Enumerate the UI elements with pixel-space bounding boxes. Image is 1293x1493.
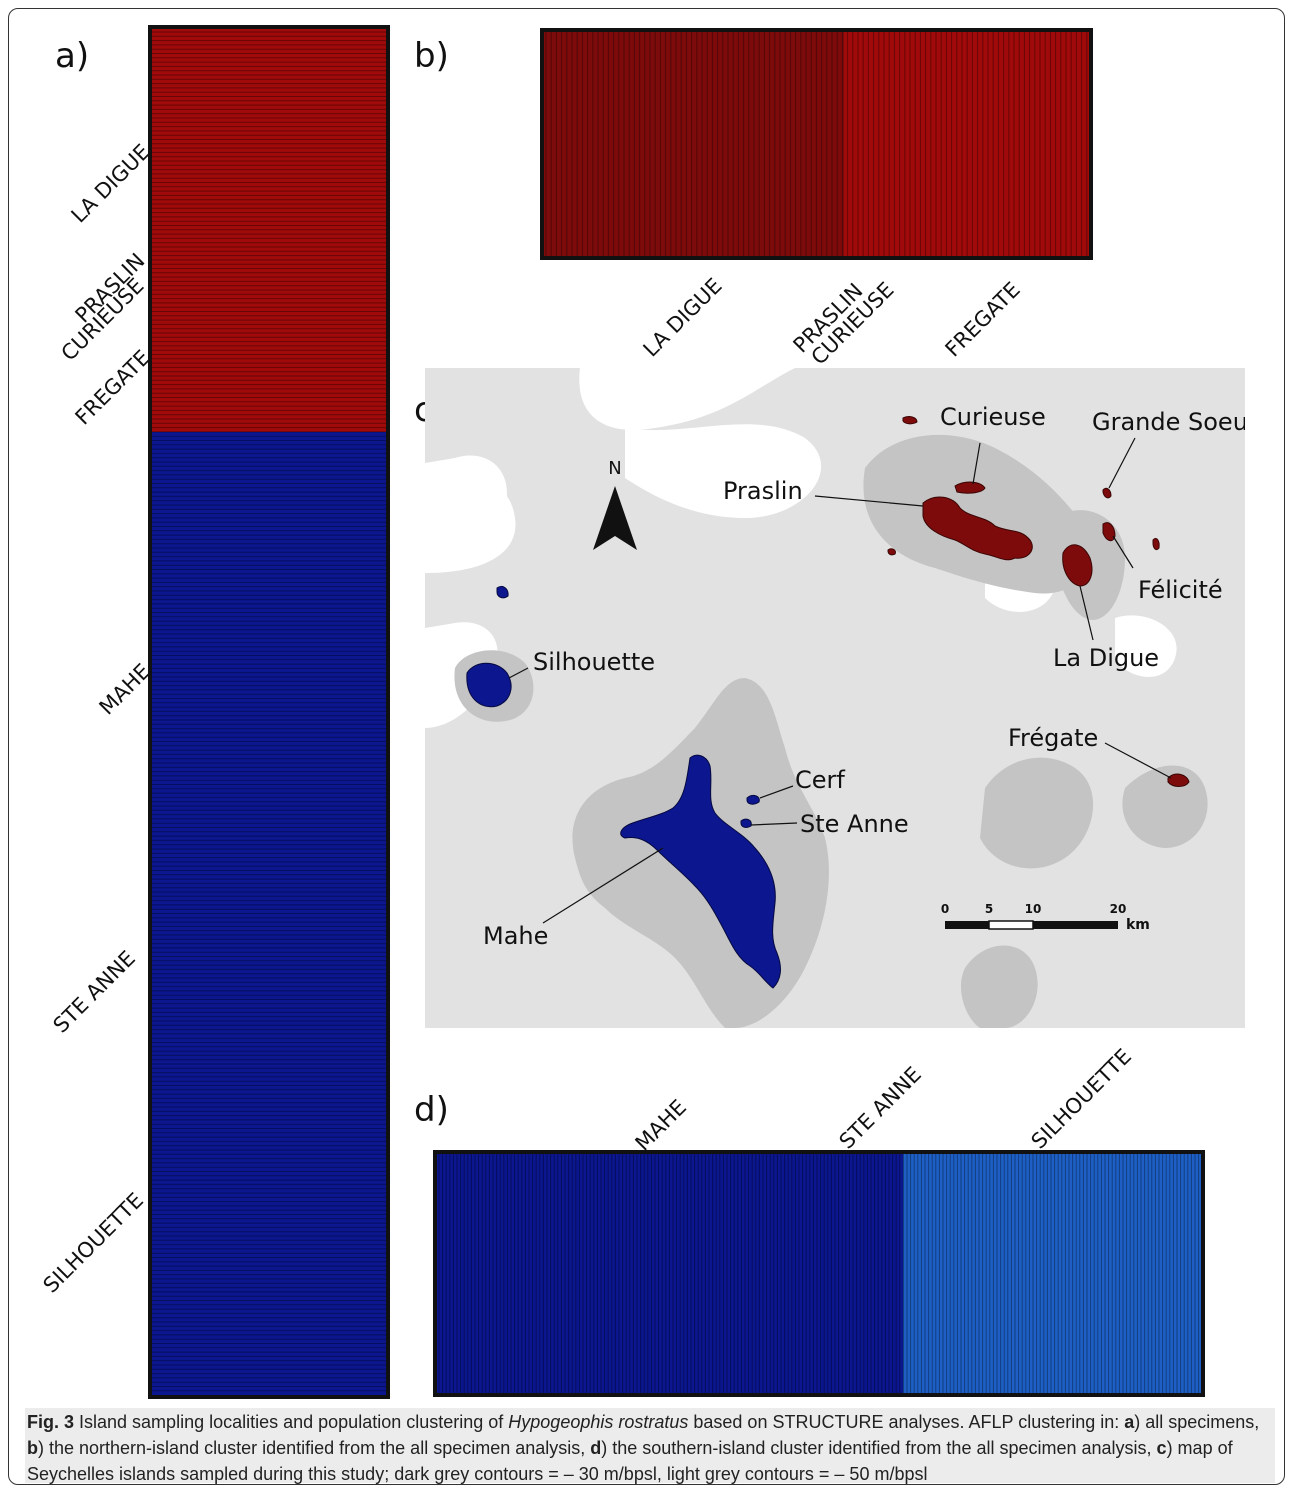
island-ste-anne bbox=[740, 818, 752, 828]
label-curieuse: Curieuse bbox=[940, 403, 1046, 431]
panel-b-segment-la-digue-praslin bbox=[544, 32, 844, 256]
island-praslin bbox=[922, 496, 1033, 561]
leader-felicite bbox=[1112, 535, 1134, 569]
panel-a-south-cluster bbox=[152, 431, 386, 1396]
caption-a: a bbox=[1124, 1412, 1135, 1432]
island-aride bbox=[902, 416, 918, 425]
leader-grande-soeur bbox=[1108, 437, 1136, 489]
north-arrow: N bbox=[593, 458, 637, 550]
leader-silhouette bbox=[508, 667, 529, 679]
label-grande-soeur: Grande Soeur bbox=[1092, 408, 1245, 436]
label-mahe: Mahe bbox=[483, 922, 548, 950]
north-arrow-label: N bbox=[608, 458, 621, 479]
scale-bar: 0 5 10 20 km bbox=[941, 902, 1150, 933]
label-silhouette: Silhouette bbox=[533, 648, 655, 676]
leader-fregate bbox=[1104, 742, 1172, 779]
label-cerf: Cerf bbox=[795, 766, 845, 794]
leader-ste-anne bbox=[750, 822, 798, 826]
label-ste-anne: Ste Anne bbox=[800, 810, 909, 838]
scale-tick-10: 10 bbox=[1025, 902, 1042, 916]
label-praslin: Praslin bbox=[723, 477, 803, 505]
leader-mahe bbox=[542, 847, 664, 924]
island-cousin bbox=[887, 548, 896, 556]
panel-d-structure-bar bbox=[433, 1150, 1205, 1397]
seychelles-map: N Curieuse Grande Soeur Praslin Félicité… bbox=[425, 368, 1245, 1028]
island-silhouette bbox=[466, 662, 512, 708]
panel-d-segment-silhouette bbox=[903, 1154, 1201, 1393]
panel-d-stripes bbox=[438, 1154, 1200, 1393]
panel-d-label: d) bbox=[414, 1090, 449, 1130]
caption-species: Hypogeophis rostratus bbox=[508, 1412, 689, 1432]
caption-c: c bbox=[1156, 1438, 1167, 1458]
caption-text-1: Island sampling localities and populatio… bbox=[74, 1412, 509, 1432]
island-grande-soeur bbox=[1102, 487, 1112, 499]
caption-text-4: ) the northern-island cluster identified… bbox=[38, 1438, 591, 1458]
label-felicite: Félicité bbox=[1138, 576, 1223, 604]
island-la-digue bbox=[1062, 544, 1093, 587]
leader-curieuse bbox=[972, 442, 981, 485]
scale-tick-20: 20 bbox=[1110, 902, 1127, 916]
label-fregate: Frégate bbox=[1008, 724, 1098, 752]
caption-b: b bbox=[27, 1438, 38, 1458]
dark-grey-contour-east bbox=[960, 757, 1208, 1028]
caption-fig-label: Fig. 3 bbox=[27, 1412, 75, 1432]
north-islands bbox=[887, 416, 1190, 787]
panel-a-north-cluster bbox=[152, 29, 386, 432]
panel-b-segment-fregate bbox=[843, 32, 1089, 256]
figure-caption: Fig. 3 Island sampling localities and po… bbox=[25, 1408, 1275, 1484]
panel-b-label: b) bbox=[414, 36, 449, 76]
island-cerf bbox=[746, 794, 760, 805]
scale-unit: km bbox=[1126, 917, 1150, 933]
panel-a-label: a) bbox=[55, 36, 90, 76]
caption-text-3: ) all specimens, bbox=[1134, 1412, 1260, 1432]
scale-tick-5: 5 bbox=[985, 902, 993, 916]
island-north-island bbox=[496, 585, 509, 599]
island-fregate bbox=[1167, 773, 1190, 787]
figure-frame bbox=[8, 8, 1285, 1485]
caption-d: d bbox=[590, 1438, 602, 1458]
panel-a-stripes bbox=[152, 31, 386, 1392]
caption-text-6: ) map of Seychelles islands sampled duri… bbox=[27, 1438, 1233, 1484]
panel-b-stripes bbox=[545, 32, 1088, 256]
panel-a-structure-bar bbox=[148, 25, 390, 1399]
island-marianne bbox=[1152, 537, 1160, 551]
panel-d-segment-mahe-ste-anne bbox=[437, 1154, 904, 1393]
leader-cerf bbox=[759, 785, 794, 799]
island-curieuse bbox=[954, 481, 986, 494]
leader-lines bbox=[508, 437, 1172, 924]
label-la-digue: La Digue bbox=[1053, 644, 1159, 672]
island-mahe bbox=[620, 754, 781, 989]
island-felicite bbox=[1102, 522, 1116, 542]
caption-text-2: based on STRUCTURE analyses. AFLP cluste… bbox=[688, 1412, 1125, 1432]
island-labels: Curieuse Grande Soeur Praslin Félicité L… bbox=[483, 403, 1245, 950]
scale-tick-0: 0 bbox=[941, 902, 949, 916]
south-islands bbox=[466, 585, 781, 989]
caption-text-5: ) the southern-island cluster identified… bbox=[601, 1438, 1157, 1458]
leader-la-digue bbox=[1079, 585, 1094, 641]
panel-b-structure-bar bbox=[540, 28, 1093, 260]
leader-praslin bbox=[814, 495, 924, 507]
